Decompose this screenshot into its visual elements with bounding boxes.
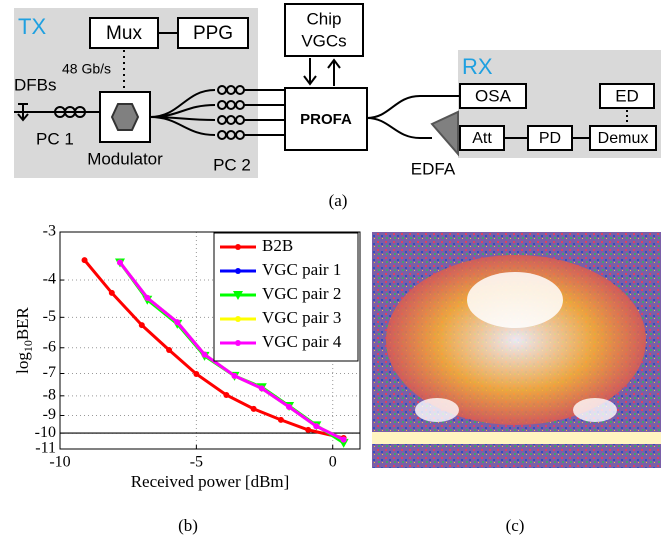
label: DFBs <box>14 75 57 94</box>
label: PROFA <box>300 111 352 128</box>
caption: (c) <box>506 516 525 535</box>
marker <box>286 404 292 410</box>
y-axis-label: log10BER <box>13 306 35 373</box>
marker <box>82 257 88 263</box>
y-tick-label: -6 <box>43 338 56 355</box>
marker <box>174 319 180 325</box>
label: Mux <box>106 23 142 44</box>
legend-marker <box>235 244 241 250</box>
y-tick-label: -8 <box>43 386 56 403</box>
legend-marker <box>235 316 241 322</box>
legend-label: VGC pair 2 <box>262 284 341 303</box>
edfa-icon <box>432 112 458 154</box>
figure: TX Mux PPG 48 Gb/s DFBs PC 1 Modulator P… <box>0 0 661 539</box>
marker <box>166 347 172 353</box>
label: PC 1 <box>36 129 74 148</box>
label: Modulator <box>87 149 163 168</box>
eye-opening <box>467 272 563 328</box>
marker <box>144 295 150 301</box>
marker <box>259 385 265 391</box>
y-tick-label: -4 <box>43 271 56 288</box>
label: Demux <box>598 130 649 147</box>
y-axis-label-part: BER <box>13 306 32 340</box>
legend-label: VGC pair 1 <box>262 260 341 279</box>
legend-label: B2B <box>262 236 293 255</box>
legend-label: VGC pair 3 <box>262 308 341 327</box>
label: EDFA <box>411 159 456 178</box>
marker <box>313 423 319 429</box>
caption: (b) <box>178 516 198 535</box>
eye-diagram: (c) <box>372 232 661 535</box>
label: Att <box>472 130 492 147</box>
marker <box>139 322 145 328</box>
arrows <box>304 58 340 86</box>
legend-marker <box>235 268 241 274</box>
eye-rail <box>372 432 661 444</box>
marker <box>117 259 123 265</box>
label: PD <box>539 130 561 147</box>
y-tick-label: -7 <box>43 364 56 381</box>
y-tick-label: -5 <box>43 308 56 325</box>
eye-opening <box>573 398 617 422</box>
label: PPG <box>193 23 233 44</box>
label: ED <box>615 86 639 105</box>
marker <box>341 437 347 443</box>
x-tick-label: 0 <box>329 454 337 471</box>
x-axis-label: Received power [dBm] <box>131 472 290 491</box>
y-tick-label: -3 <box>43 223 56 240</box>
marker <box>193 371 199 377</box>
label: OSA <box>475 86 512 105</box>
label: 48 Gb/s <box>62 61 111 77</box>
y-tick-label: -10 <box>35 424 56 441</box>
legend-marker <box>235 340 241 346</box>
modulator-icon <box>112 104 138 130</box>
marker <box>202 352 208 358</box>
y-axis-label-part: log <box>13 352 32 374</box>
caption: (a) <box>329 191 348 210</box>
legend-label: VGC pair 4 <box>262 332 342 351</box>
label: RX <box>462 54 493 79</box>
label: VGCs <box>301 31 346 50</box>
eye-opening <box>415 398 459 422</box>
marker <box>223 392 229 398</box>
marker <box>305 427 311 433</box>
marker <box>109 290 115 296</box>
label: Chip <box>307 9 342 28</box>
label: PC 2 <box>213 155 251 174</box>
marker <box>232 373 238 379</box>
label: TX <box>18 14 46 39</box>
y-axis-label-part: 10 <box>21 340 35 352</box>
marker <box>251 406 257 412</box>
x-tick-label: -5 <box>190 454 203 471</box>
marker <box>278 417 284 423</box>
y-tick-label: -9 <box>43 406 56 423</box>
x-tick-label: -10 <box>49 454 70 471</box>
